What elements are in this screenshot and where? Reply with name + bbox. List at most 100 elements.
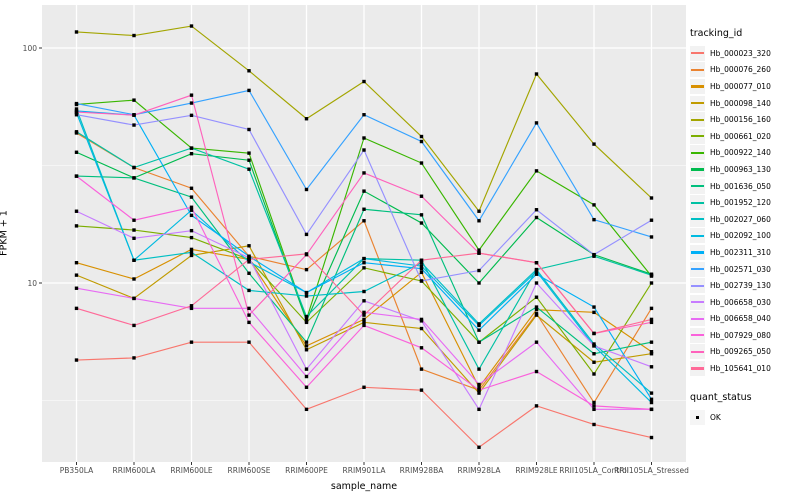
legend-label: Hb_000963_130 [710, 164, 771, 174]
legend-quant-status: quant_status OK [690, 392, 800, 426]
data-point-marker [247, 69, 251, 73]
data-point-marker [477, 219, 481, 223]
data-point-marker [649, 407, 654, 412]
legend-entry: Hb_000076_260 [690, 62, 800, 79]
legend-label: Hb_006658_040 [710, 314, 771, 324]
data-point-marker [534, 269, 539, 274]
data-point-marker [74, 150, 79, 154]
legend-entry: Hb_000023_320 [690, 45, 800, 62]
data-point-marker [74, 107, 79, 111]
data-point-marker [189, 253, 194, 258]
data-point-marker [534, 295, 539, 299]
data-point-marker [477, 209, 481, 213]
data-point-marker [592, 407, 596, 412]
x-tick-label: RRII105LA_Stressed [614, 466, 689, 475]
data-point-marker [534, 72, 539, 76]
data-point-marker [649, 196, 654, 200]
data-point-marker [74, 224, 79, 228]
legend-color-line-icon [691, 367, 704, 370]
data-point-marker [189, 195, 194, 199]
data-point-marker [419, 267, 424, 271]
data-point-marker [649, 340, 654, 344]
data-point-marker [189, 304, 194, 308]
data-point-marker [419, 326, 424, 331]
data-point-marker [132, 323, 136, 328]
data-point-marker [477, 323, 481, 328]
x-axis-title: sample_name [330, 481, 398, 492]
data-point-marker [477, 385, 481, 389]
legend-color-line-icon [691, 101, 704, 105]
data-point-marker [247, 158, 251, 162]
legend-entry: Hb_001636_050 [690, 178, 800, 195]
data-point-marker [477, 328, 481, 332]
data-point-marker [189, 151, 194, 156]
data-point-marker [74, 358, 79, 362]
data-point-marker [592, 305, 596, 309]
legend-label: Hb_000098_140 [710, 98, 771, 108]
data-point-marker [649, 317, 654, 322]
data-point-marker [247, 127, 251, 132]
data-point-marker [477, 388, 481, 392]
data-point-marker [189, 101, 194, 105]
data-point-marker [362, 299, 366, 303]
data-point-marker [132, 356, 136, 360]
data-point-marker [362, 171, 366, 175]
legend-key-swatch [690, 261, 705, 277]
y-axis-title: FPKM + 1 [0, 210, 10, 256]
x-tick-label: RRIM928BA [399, 466, 444, 475]
legend-label: Hb_002571_030 [710, 264, 771, 274]
x-tick-label: RRIM928LE [515, 466, 558, 475]
data-point-marker [534, 121, 539, 125]
data-point-marker [304, 340, 309, 344]
data-point-marker [419, 388, 424, 392]
data-point-marker [362, 207, 366, 211]
x-tick-label: RRII105LA_Control [559, 466, 629, 475]
data-point-marker [649, 365, 654, 369]
data-point-marker [74, 273, 79, 277]
data-point-marker [534, 169, 539, 173]
data-point-marker [362, 317, 366, 322]
data-point-marker [419, 279, 424, 283]
legend-color-line-icon [691, 151, 704, 154]
data-point-marker [304, 267, 309, 272]
data-point-marker [189, 213, 194, 218]
data-point-marker [74, 261, 79, 265]
data-point-marker [649, 352, 654, 356]
legend-key-swatch [690, 145, 705, 161]
data-point-marker [592, 404, 596, 408]
data-point-marker [477, 382, 481, 387]
data-point-marker [534, 305, 539, 309]
data-point-marker [74, 110, 79, 114]
data-point-marker [247, 340, 251, 344]
legend-key-swatch [690, 45, 705, 61]
data-point-marker [362, 148, 366, 152]
legend-label: Hb_001636_050 [710, 181, 771, 191]
legend-color-line-icon [691, 85, 704, 88]
data-point-marker [132, 228, 136, 232]
data-point-marker [247, 313, 251, 317]
legend-color-line-icon [691, 68, 704, 71]
data-point-marker [649, 400, 654, 405]
data-point-marker [592, 203, 596, 207]
data-point-marker [649, 435, 654, 440]
data-point-marker [419, 270, 424, 275]
data-point-marker [534, 281, 539, 285]
legend-entry: Hb_009265_050 [690, 344, 800, 361]
data-point-marker [304, 294, 309, 298]
data-point-marker [189, 247, 194, 252]
data-point-marker [477, 391, 481, 395]
data-point-marker [477, 367, 481, 371]
legend-key-swatch [690, 211, 705, 227]
y-tick-label: 100 [22, 43, 37, 53]
data-point-marker [132, 98, 136, 102]
data-point-marker [189, 228, 194, 233]
data-point-marker [362, 320, 366, 325]
data-point-marker [477, 281, 481, 285]
x-tick-label: RRIM928LA [457, 466, 501, 475]
data-point-marker [362, 113, 366, 117]
x-tick-label: RRIM600LA [112, 466, 156, 475]
legend-key-swatch [690, 62, 705, 78]
data-point-marker [304, 117, 309, 121]
